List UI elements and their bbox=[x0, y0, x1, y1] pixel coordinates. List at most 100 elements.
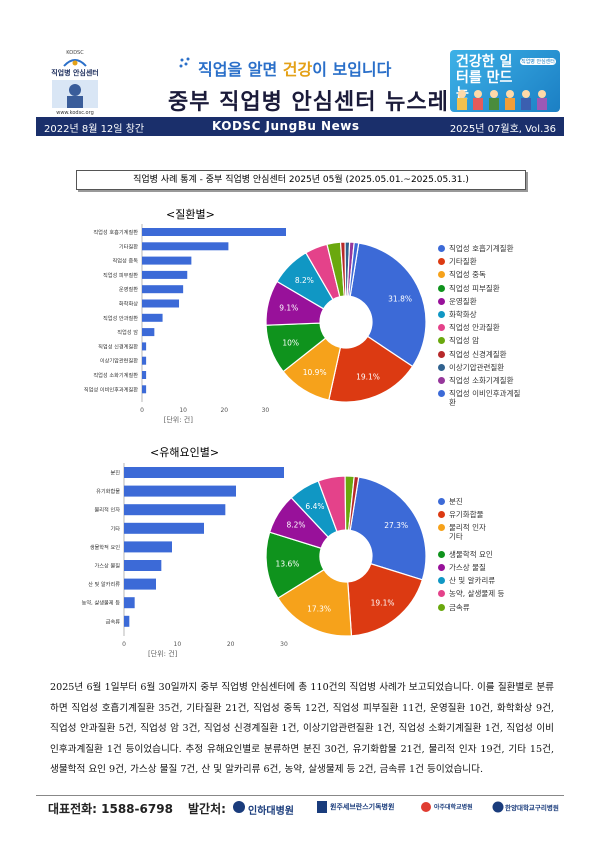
category-label: 생물학적 요인 bbox=[90, 543, 121, 551]
campaign-banner: 건강한 일터를 만드는 직업병 안심센터 bbox=[450, 50, 560, 112]
legend-item: 물리적 인자 bbox=[438, 522, 486, 533]
pie-percent-label: 13.6% bbox=[276, 559, 300, 568]
logo-emblem-icon bbox=[63, 59, 87, 67]
category-label: 산 및 알카리류 bbox=[88, 580, 120, 588]
legend-swatch bbox=[438, 245, 445, 252]
pie-percent-label: 8.2% bbox=[286, 521, 305, 530]
bar bbox=[124, 541, 172, 553]
legend-label: 직업성 암 bbox=[449, 336, 479, 346]
category-label: 직업성 피부질환 bbox=[103, 271, 138, 279]
legend-label: 생물학적 요인 bbox=[449, 549, 493, 559]
legend-swatch bbox=[438, 324, 445, 332]
category-label: 운영질환 bbox=[119, 285, 138, 293]
legend-label: 물리적 인자 bbox=[449, 523, 486, 533]
legend-swatch bbox=[438, 577, 445, 585]
bar bbox=[124, 467, 284, 478]
pie-slice bbox=[348, 475, 360, 532]
bar bbox=[124, 522, 204, 534]
hanyang-logo-icon bbox=[492, 801, 504, 813]
workers-group-icon bbox=[457, 90, 547, 110]
bar bbox=[142, 228, 286, 236]
legend-item: 직업성 신경계질환 bbox=[438, 349, 507, 360]
hazard-pie-chart: 27.3% 19.1% 17.3% 13.6% 8.2% 6.4% bbox=[265, 475, 427, 637]
legend-item: 기타질환 bbox=[438, 256, 477, 267]
slogan: 직업을 알면 건강이 보입니다 bbox=[198, 56, 391, 80]
legend-item: 직업성 중독 bbox=[438, 269, 486, 280]
legend-swatch bbox=[438, 590, 445, 598]
tick-label: 20 bbox=[220, 407, 228, 414]
center-logo: KODSC 직업병 안심센터 www.kodsc.org bbox=[44, 50, 106, 120]
category-label: 직업성 암 bbox=[117, 328, 138, 336]
category-label: 기타질환 bbox=[119, 242, 138, 250]
category-label: 가스상 물질 bbox=[94, 562, 120, 570]
legend-item: 환 bbox=[449, 397, 456, 408]
footer-divider bbox=[36, 795, 564, 796]
logo-title: 직업병 안심센터 bbox=[51, 69, 99, 77]
category-label: 직업성 소화기계질환 bbox=[93, 371, 138, 379]
category-label: 직업성 호흡기계질환 bbox=[93, 228, 138, 236]
legend-label: 환 bbox=[449, 398, 456, 408]
legend-swatch bbox=[438, 524, 445, 532]
founded-date: 2022년 8월 12일 창간 bbox=[44, 124, 145, 135]
legend-label: 직업성 호흡기계질환 bbox=[449, 244, 514, 253]
tick-label: 10 bbox=[179, 407, 187, 414]
legend-item: 직업성 안과질환 bbox=[438, 322, 500, 333]
pie-percent-label: 8.2% bbox=[295, 276, 314, 285]
legend-swatch bbox=[438, 511, 445, 519]
unit-label: [단위: 건] bbox=[164, 415, 194, 424]
legend-swatch bbox=[438, 377, 445, 384]
category-label: 물리적 인자 bbox=[94, 506, 120, 514]
slogan-highlight: 건강 bbox=[282, 60, 313, 79]
legend-label: 산 및 알카리류 bbox=[449, 576, 496, 586]
pie-slice bbox=[349, 242, 427, 368]
logo-url: www.kodsc.org bbox=[56, 110, 94, 116]
footer-publisher: 발간처: bbox=[188, 802, 226, 816]
newsletter-name: KODSC JungBu News bbox=[212, 119, 360, 133]
org-inha: 인하대병원 bbox=[248, 806, 294, 817]
legend-label: 직업성 피부질환 bbox=[449, 283, 500, 293]
category-label: 직업성 안과질환 bbox=[103, 314, 138, 322]
pie-slice bbox=[277, 568, 353, 637]
legend-label: 기타질환 bbox=[449, 257, 477, 267]
pie-percent-label: 19.1% bbox=[371, 598, 395, 607]
legend-item: 화학화상 bbox=[438, 309, 477, 320]
org-hanyang: 한양대학교구리병원 bbox=[505, 804, 559, 812]
legend-swatch bbox=[438, 603, 445, 611]
tick-label: 0 bbox=[122, 641, 126, 648]
category-label: 직업성 신경계질환 bbox=[98, 342, 138, 350]
tick-label: 10 bbox=[174, 641, 182, 648]
category-label: 직업성 이비인후과계질환 bbox=[84, 385, 138, 393]
tick-label: 20 bbox=[227, 641, 235, 648]
category-label: 금속류 bbox=[106, 617, 121, 625]
category-label: 직업성 중독 bbox=[112, 257, 138, 265]
legend-item: 이상기압관련질환 bbox=[438, 362, 504, 373]
legend-item: 직업성 소화기계질환 bbox=[438, 375, 513, 386]
legend-label: 화학화상 bbox=[449, 310, 477, 319]
disease-pie-chart: 31.8% 19.1% 10.9% 10% 9.1% 8.2% bbox=[265, 241, 427, 403]
disease-chart-title: <질환별> bbox=[166, 208, 215, 221]
legend-swatch bbox=[438, 258, 445, 266]
bar bbox=[142, 356, 147, 365]
worker-illustration-icon bbox=[52, 80, 98, 108]
legend-swatch bbox=[438, 550, 445, 558]
legend-item: 운영질환 bbox=[438, 296, 477, 307]
pie-percent-label: 17.3% bbox=[307, 604, 331, 613]
stats-section-header: 직업병 사례 통계 - 중부 직업병 안심센터 2025년 05월 (2025.… bbox=[76, 170, 526, 190]
category-label: 화학화상 bbox=[119, 300, 138, 308]
bar bbox=[142, 328, 155, 337]
legend-label: 유기화합물 bbox=[449, 510, 484, 520]
legend-swatch bbox=[438, 311, 445, 318]
category-label: 유기화합물 bbox=[96, 487, 120, 495]
issue-number: 2025년 07월호, Vol.36 bbox=[449, 124, 556, 135]
bar bbox=[142, 385, 147, 394]
bar bbox=[142, 256, 192, 265]
legend-swatch bbox=[438, 297, 445, 305]
bar bbox=[124, 578, 156, 590]
legend-item: 농약, 살생물제 등 bbox=[438, 588, 504, 599]
bar bbox=[124, 597, 135, 609]
bar bbox=[142, 342, 147, 351]
inha-logo-icon bbox=[233, 801, 245, 813]
pie-percent-label: 6.4% bbox=[305, 502, 324, 511]
pie-percent-label: 10% bbox=[282, 338, 299, 347]
legend-swatch bbox=[438, 284, 445, 292]
